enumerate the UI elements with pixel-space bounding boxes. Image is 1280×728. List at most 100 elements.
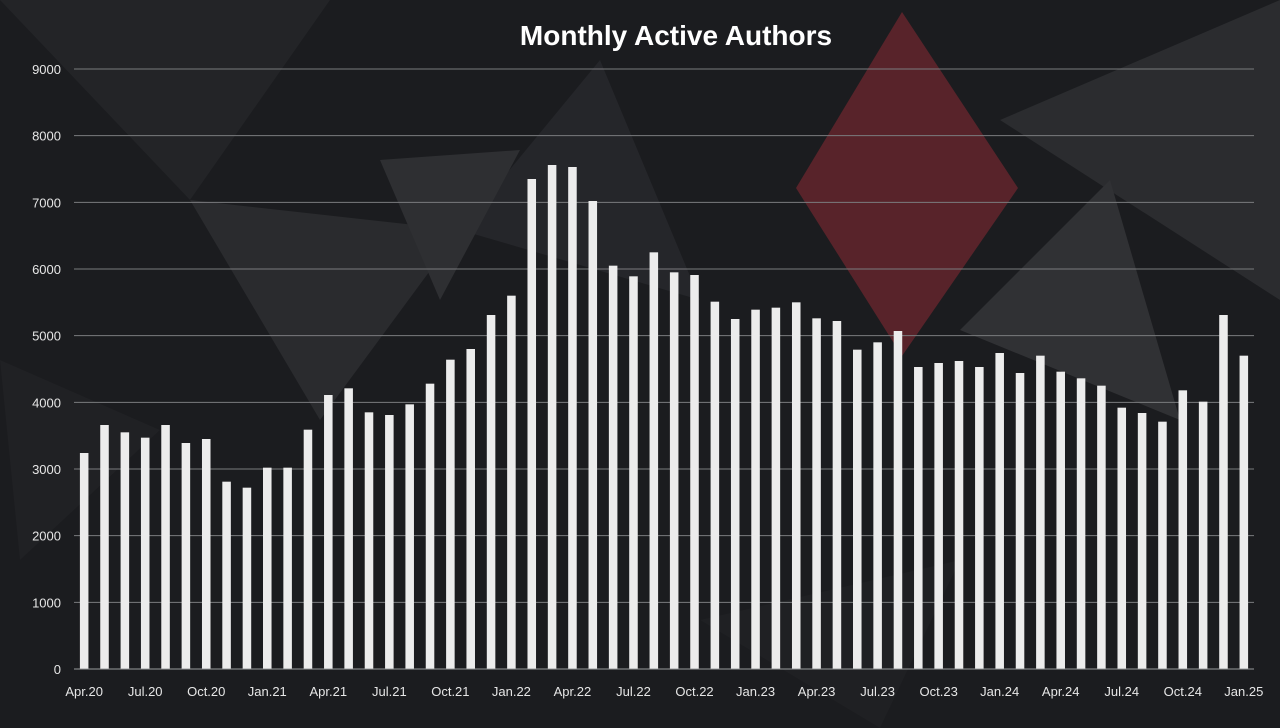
bar-oct-20 [201,439,211,669]
bar-jul-24 [1117,407,1127,669]
bar-dec-21 [486,315,496,669]
background-facet [0,0,330,200]
bar-mar-22 [547,165,557,669]
y-tick-label: 2000 [32,529,61,544]
bar-dec-20 [242,487,252,669]
y-tick-label: 0 [54,662,61,677]
bar-may-24 [1076,378,1086,669]
y-axis-tick-labels: 0 1000 2000 3000 4000 5000 6000 7000 8000 9000 [32,62,61,677]
bar-feb-22 [527,179,537,669]
bar-oct-24 [1178,390,1188,669]
bar-nov-24 [1198,401,1208,669]
background-facet [960,180,1180,420]
bar-oct-22 [690,275,699,669]
bar-jan-23 [751,309,760,669]
bar-aug-23 [893,331,903,669]
x-tick-label: Apr.24 [1042,684,1080,699]
bar-nov-20 [222,481,231,669]
x-tick-label: Jul.23 [860,684,895,699]
x-tick-label: Jul.22 [616,684,651,699]
x-tick-label: Jan.23 [736,684,775,699]
bar-apr-24 [1056,371,1065,669]
bar-sep-20 [181,443,191,669]
bar-dec-22 [730,319,740,669]
bar-jul-22 [629,276,638,669]
bar-aug-24 [1137,413,1147,669]
bar-sep-23 [914,367,923,669]
bar-feb-23 [771,307,781,669]
bar-jun-21 [364,412,374,669]
y-tick-label: 7000 [32,195,61,210]
bar-jun-23 [853,349,862,669]
x-tick-label: Apr.22 [554,684,592,699]
x-tick-label: Oct.23 [920,684,958,699]
x-tick-label: Jul.21 [372,684,407,699]
background-facet [460,60,700,300]
bar-mar-24 [1036,355,1045,669]
bar-jul-21 [385,415,394,669]
bar-jun-24 [1097,385,1106,669]
y-tick-label: 8000 [32,129,61,144]
x-tick-label: Jan.25 [1224,684,1263,699]
x-tick-label: Oct.24 [1164,684,1202,699]
x-axis-tick-labels: Apr.20 Jul.20 Oct.20 Jan.21 Apr.21 Jul.21 Oct.… [65,684,1263,699]
background-facet [190,200,460,420]
bar-aug-20 [161,425,170,669]
bar-may-21 [344,388,353,669]
x-tick-label: Oct.20 [187,684,225,699]
bars [79,165,1249,669]
bar-jan-24 [995,353,1004,669]
bar-may-23 [832,321,842,669]
bar-feb-21 [283,467,292,669]
chart-title: Monthly Active Authors [520,20,832,51]
bar-jul-23 [873,342,882,669]
bar-nov-23 [954,361,964,669]
bar-dec-24 [1219,315,1228,669]
x-tick-label: Jan.21 [248,684,287,699]
bar-jun-20 [120,432,130,669]
bar-aug-22 [649,252,659,669]
bar-feb-24 [1015,373,1025,669]
diamond-logo-shape [796,12,1018,356]
bar-apr-20 [79,453,89,669]
bar-jan-25 [1239,355,1249,669]
y-tick-label: 6000 [32,262,61,277]
bar-apr-21 [324,395,333,669]
bar-sep-24 [1158,421,1167,669]
x-tick-label: Apr.23 [798,684,836,699]
bar-sep-22 [669,272,679,669]
x-tick-label: Oct.21 [431,684,469,699]
bar-oct-21 [446,359,455,669]
bar-mar-21 [303,429,313,669]
bar-sep-21 [425,383,435,669]
bar-mar-23 [791,302,801,669]
bar-dec-23 [975,367,984,669]
y-tick-label: 3000 [32,462,61,477]
x-tick-label: Jan.22 [492,684,531,699]
bar-nov-21 [466,349,475,669]
background-facet [1000,0,1280,300]
y-tick-label: 4000 [32,395,61,410]
bar-jul-20 [140,437,150,669]
y-tick-label: 1000 [32,595,61,610]
x-tick-label: Apr.20 [65,684,103,699]
x-tick-label: Apr.21 [310,684,348,699]
bar-jan-22 [507,295,516,669]
bar-nov-22 [710,301,720,669]
bar-jan-21 [263,467,272,669]
background-facet [380,150,520,300]
y-tick-label: 5000 [32,329,61,344]
bar-jun-22 [608,265,618,669]
bar-apr-23 [812,318,821,669]
x-tick-label: Jan.24 [980,684,1019,699]
bar-may-22 [588,201,598,669]
x-tick-label: Jul.24 [1104,684,1139,699]
x-tick-label: Oct.22 [675,684,713,699]
bar-may-20 [100,425,109,669]
bar-oct-23 [934,363,943,669]
bar-aug-21 [405,404,414,669]
x-tick-label: Jul.20 [128,684,163,699]
bar-apr-22 [568,167,577,669]
